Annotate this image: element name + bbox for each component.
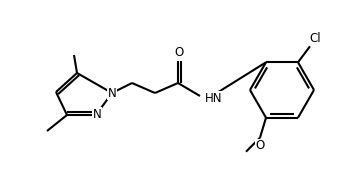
Text: Cl: Cl (309, 32, 321, 45)
Text: N: N (93, 108, 101, 120)
Text: O: O (255, 139, 265, 152)
Text: O: O (174, 45, 184, 59)
Text: N: N (108, 87, 116, 99)
Text: HN: HN (205, 91, 223, 105)
